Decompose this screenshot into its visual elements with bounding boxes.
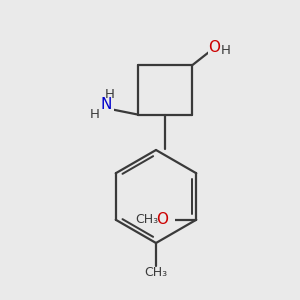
Text: N: N: [101, 97, 112, 112]
Text: H: H: [90, 107, 100, 121]
Text: CH₃: CH₃: [144, 266, 168, 280]
Text: O: O: [156, 212, 168, 227]
Text: H: H: [221, 44, 230, 57]
Text: H: H: [105, 88, 115, 101]
FancyBboxPatch shape: [90, 89, 114, 115]
Text: O: O: [208, 40, 220, 55]
Text: CH₃: CH₃: [135, 213, 158, 226]
FancyBboxPatch shape: [208, 40, 231, 55]
FancyBboxPatch shape: [163, 214, 175, 226]
